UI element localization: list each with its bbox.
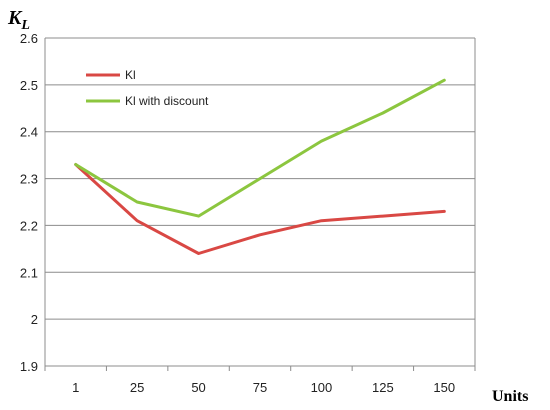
- y-tick-label: 2: [31, 312, 38, 327]
- series-line-kl-with-discount: [74, 78, 446, 218]
- x-tick-label: 125: [372, 380, 394, 395]
- x-tick-label: 1: [72, 380, 79, 395]
- x-tick-label: 150: [433, 380, 455, 395]
- y-axis-title: KL: [7, 7, 30, 33]
- series-line-kl: [74, 163, 446, 255]
- x-tick-label: 50: [191, 380, 205, 395]
- y-tick-label: 2.2: [20, 218, 38, 233]
- y-axis-tick-labels: 1.9 2 2.1 2.2 2.3 2.4 2.5 2.6: [20, 31, 38, 374]
- y-axis-title-sub: L: [20, 18, 30, 33]
- y-axis-title-main: K: [7, 7, 23, 29]
- y-tick-label: 2.5: [20, 78, 38, 93]
- y-tick-label: 2.3: [20, 172, 38, 187]
- y-tick-label: 2.1: [20, 265, 38, 280]
- legend: Kl Kl with discount: [86, 68, 209, 108]
- gridlines: [44, 37, 476, 371]
- legend-label-kl: Kl: [125, 68, 136, 82]
- series-lines: [74, 78, 446, 255]
- x-tick-label: 75: [253, 380, 267, 395]
- y-tick-label: 2.4: [20, 125, 38, 140]
- x-axis-title: Units: [492, 388, 528, 405]
- x-tick-label: 100: [311, 380, 333, 395]
- y-tick-label: 1.9: [20, 359, 38, 374]
- x-tick-label: 25: [130, 380, 144, 395]
- y-tick-label: 2.6: [20, 31, 38, 46]
- x-axis-tick-labels: 1 25 50 75 100 125 150: [72, 380, 455, 395]
- legend-label-kl-with-discount: Kl with discount: [125, 94, 209, 108]
